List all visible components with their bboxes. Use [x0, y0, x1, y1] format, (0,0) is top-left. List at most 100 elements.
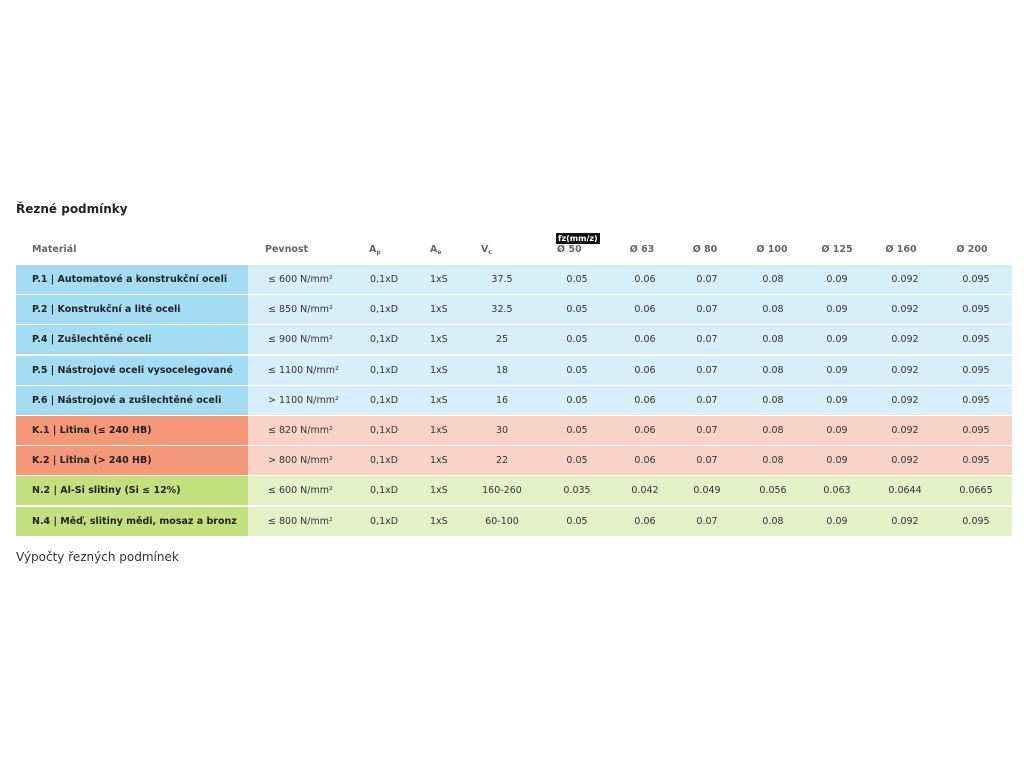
cell-value: > 800 N/mm² [268, 455, 333, 467]
cell-value: 0.095 [962, 394, 990, 406]
cell-value: 0.06 [634, 334, 656, 346]
cell-value: 0.08 [762, 394, 784, 406]
cell-value: 160-260 [482, 485, 522, 497]
cell-value: 0.09 [826, 274, 848, 285]
header-subscript: e [437, 249, 442, 256]
column-header: Ø 100 [732, 244, 812, 256]
cell-value: 0.092 [891, 425, 919, 436]
material-name: K.1 | Litina (≤ 240 HB) [32, 425, 152, 436]
cell-value: 0,1xD [370, 485, 399, 497]
table-row: P.4 | Zušlechtěné oceli ≤ 900 N/mm² 0,1xD 1… [16, 325, 1012, 355]
cell-value: 1xS [430, 334, 448, 346]
cell-value: 0.08 [762, 425, 784, 436]
cell-value: 0.092 [891, 334, 919, 346]
cell-value: 0.092 [891, 304, 919, 316]
material-cell-bg [16, 265, 248, 294]
table-row: K.1 | Litina (≤ 240 HB) ≤ 820 N/mm² 0,1xD 1… [16, 416, 1012, 445]
material-cell-bg [16, 446, 248, 476]
cell-value: ≤ 850 N/mm² [268, 304, 333, 316]
cell-value: 18 [495, 364, 509, 376]
cell-value: 1xS [430, 304, 448, 316]
cell-value: 0.092 [891, 274, 919, 285]
column-header: Ae [430, 244, 441, 259]
cell-value: 1xS [430, 515, 448, 527]
cell-value: 0.06 [634, 455, 656, 467]
material-cell-bg [16, 506, 248, 536]
cell-value: 0.05 [566, 334, 588, 346]
cell-value: 1xS [430, 485, 448, 497]
cell-value: 0.07 [696, 274, 718, 285]
material-name: P.6 | Nástrojové a zušlechtěné oceli [32, 394, 222, 406]
cell-value: ≤ 820 N/mm² [268, 425, 333, 436]
footer-link[interactable]: Výpočty řezných podmínek [16, 550, 179, 564]
cell-value: > 1100 N/mm² [268, 394, 339, 406]
table-row: P.1 | Automatové a konstrukční oceli ≤ 60… [16, 265, 1012, 294]
cell-value: 0.095 [962, 274, 990, 285]
cell-value: 0,1xD [370, 364, 399, 376]
cell-value: ≤ 600 N/mm² [268, 274, 333, 285]
table-row: N.4 | Měď, slitiny mědi, mosaz a bronz ≤ … [16, 506, 1012, 536]
material-name: N.4 | Měď, slitiny mědi, mosaz a bronz [32, 515, 237, 527]
cell-value: 0,1xD [370, 274, 399, 285]
cell-value: 0,1xD [370, 304, 399, 316]
cell-value: 0.095 [962, 425, 990, 436]
cell-value: 0.05 [566, 274, 588, 285]
table-row: N.2 | Al-Si slitiny (Si ≤ 12%) ≤ 600 N/mm… [16, 476, 1012, 506]
cell-value: 0.09 [826, 394, 848, 406]
cell-value: 0.05 [566, 304, 588, 316]
table-row: P.2 | Konstrukční a lité oceli ≤ 850 N/mm… [16, 295, 1012, 325]
cell-value: ≤ 800 N/mm² [268, 515, 333, 527]
cell-value: 1xS [430, 274, 448, 285]
header-text: Materiál [32, 244, 77, 255]
cell-value: 0.095 [962, 364, 990, 376]
material-name: P.1 | Automatové a konstrukční oceli [32, 274, 228, 285]
cell-value: 0.06 [634, 364, 656, 376]
cell-value: 0.08 [762, 364, 784, 376]
cell-value: 0.09 [826, 304, 848, 316]
table-row: P.5 | Nástrojové oceli vysocelegované ≤ 1… [16, 355, 1012, 385]
cell-value: 0.092 [891, 364, 919, 376]
cell-value: 0.06 [634, 274, 656, 285]
cell-value: 0.049 [693, 485, 721, 497]
cell-value: 22 [495, 455, 509, 467]
material-cell-bg [16, 355, 248, 385]
cell-value: 0.0665 [959, 485, 993, 497]
cell-value: 0.08 [762, 304, 784, 316]
cell-value: 0.095 [962, 304, 990, 316]
material-cell-bg [16, 416, 248, 445]
cell-value: 0.095 [962, 455, 990, 467]
cell-value: 1xS [430, 394, 448, 406]
header-text: V [481, 244, 489, 255]
cell-value: ≤ 1100 N/mm² [268, 364, 339, 376]
material-name: P.4 | Zušlechtěné oceli [32, 334, 152, 346]
cell-value: 32.5 [491, 304, 513, 316]
column-header: Ø 160 [861, 244, 941, 256]
cell-value: 16 [495, 394, 509, 406]
material-cell-bg [16, 295, 248, 325]
cell-value: 0.05 [566, 394, 588, 406]
header-subscript: c [488, 249, 492, 256]
material-name: N.2 | Al-Si slitiny (Si ≤ 12%) [32, 485, 181, 497]
cell-value: 0.07 [696, 425, 718, 436]
cell-value: 0.05 [566, 455, 588, 467]
column-header: Materiál [32, 244, 76, 256]
header-text: Ø 125 [821, 244, 853, 255]
header-text: Ø 100 [756, 244, 788, 255]
cell-value: 0.09 [826, 515, 848, 527]
column-header: Ø 80 [665, 244, 745, 256]
table-row: P.6 | Nástrojové a zušlechtěné oceli > 11… [16, 385, 1012, 415]
header-subscript: p [376, 249, 381, 256]
cell-value: 0.07 [696, 394, 718, 406]
cell-value: 0.08 [762, 515, 784, 527]
header-text: A [430, 244, 438, 255]
section-title: Řezné podmínky [16, 202, 128, 216]
material-name: P.5 | Nástrojové oceli vysocelegované [32, 364, 233, 376]
header-text: Ø 50 [557, 244, 582, 255]
cell-value: 0.07 [696, 364, 718, 376]
cell-value: 0.07 [696, 334, 718, 346]
cell-value: 1xS [430, 455, 448, 467]
cell-value: 0.05 [566, 515, 588, 527]
cell-value: 0.063 [823, 485, 851, 497]
cell-value: 0.05 [566, 425, 588, 436]
